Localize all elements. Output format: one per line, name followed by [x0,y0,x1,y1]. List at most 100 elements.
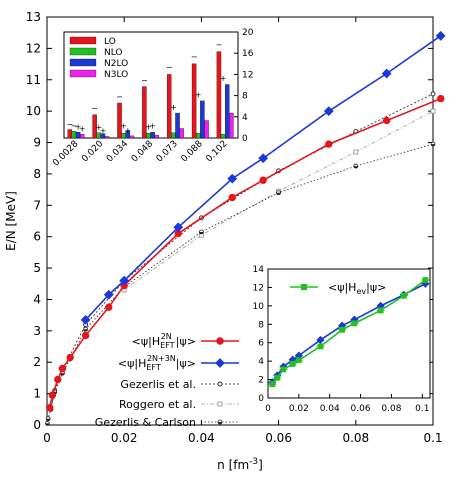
main-point-h3n [381,68,392,79]
main-x-tick-label: 0.1 [423,431,442,445]
main-legend-label-h3n: <ψ|HEFT2N+3N|ψ> [118,354,196,372]
main-point-gc-fill [60,373,65,376]
hev-x-tick-label: 0.02 [289,404,309,414]
bar-mark: + [145,123,152,132]
main-y-tick-label: 7 [33,198,41,212]
main-y-tick-label: 9 [33,136,41,150]
main-point-gc-fill [276,192,281,195]
main-legend-marker-h2n [216,337,224,345]
bar-y-tick-label: 0 [242,134,248,144]
main-legend-marker-h3n [215,358,225,368]
hev-legend-label: <ψ|Hev|ψ> [328,281,386,296]
main-point-h3n [227,173,238,184]
main-point-h2n [382,116,391,125]
main-point-roggero [353,149,359,155]
bar-mark: + [149,122,156,131]
hev-y-tick-label: 14 [253,265,265,275]
bar-LO [67,129,73,139]
main-point-h3n [103,289,114,300]
legend-sup: 2N+3N [147,354,176,363]
main-y-tick-label: 3 [33,324,41,338]
bar-LO [167,74,172,139]
main-legend-label-gezerlis: Gezerlis et al. [120,378,196,391]
main-plot-frame [46,16,434,426]
hev-point-hev [377,307,384,314]
main-point-gc-fill [199,231,204,234]
main-point-gc [198,229,204,235]
hev-point-hev [269,381,276,388]
main-x-tick-label: 0.06 [265,431,292,445]
bar-N2LO [225,84,230,139]
hev-point-hev [274,374,281,381]
bar-mark: + [100,126,107,135]
bar-NLO [220,134,226,139]
main-y-tick-label: 8 [33,167,41,181]
hev-x-tick-label: 0.06 [351,404,371,414]
hev-inset-legend: <ψ|Hev|ψ> [290,281,386,296]
bar-y-tick-label: 20 [242,28,254,38]
hev-point-hev [422,277,429,283]
main-point-h2n [259,176,267,184]
bar-mark: + [170,103,177,112]
bar-legend-label-LO: LO [104,37,116,47]
bar-N3LO [129,135,135,139]
main-x-tick-label: 0.08 [342,431,369,445]
main-point-h2n [437,94,445,103]
main-y-tick-label: 11 [26,73,41,87]
bar-legend-swatch-N2LO [69,58,97,67]
bar-y-tick-label: 12 [242,70,253,80]
bar-mark: + [95,123,102,132]
hev-point-hev [289,361,296,367]
main-point-h2n [105,303,113,312]
legend-post: |ψ> [176,357,196,370]
hev-y-tick-label: 6 [258,339,264,349]
hev-inset-frame [267,268,431,399]
bar-mark: − [66,120,73,129]
hev-y-tick-label: 12 [253,283,264,293]
bar-mark: + [79,125,86,134]
main-y-tick-label: 4 [33,292,41,306]
hev-x-tick-label: 0.04 [320,404,340,414]
main-point-gc [276,190,282,196]
main-legend-label-roggero: Roggero et al. [119,398,196,411]
hev-point-hev [280,366,287,373]
legend-pre: <ψ|H [118,357,146,370]
bar-N3LO [80,134,85,139]
hev-legend-marker [300,283,308,291]
main-point-gc-fill [431,144,435,147]
bar-legend-swatch-LO [69,36,97,45]
hev-y-tick-label: 2 [258,376,264,386]
hev-y-tick-label: 0 [258,394,264,404]
main-legend-marker-roggero [217,401,223,407]
hev-legend-post: |ψ> [366,281,386,294]
main-point-gc-fill [46,418,51,421]
bar-mark: − [191,53,198,62]
hev-inset-series-layer [268,277,430,388]
legend-sub: EFT [160,341,175,350]
bar-NLO [146,133,151,139]
main-point-gc [353,163,359,169]
main-point-h2n [58,364,67,373]
bar-mark: + [120,122,127,131]
hev-x-tick-label: 0.08 [381,404,401,414]
main-point-h3n [258,153,269,164]
bar-N2LO [150,132,155,139]
bar-LO [142,86,147,139]
hev-legend-pre: <ψ|H [328,281,356,294]
legend-post: |ψ> [176,335,196,348]
bar-y-tick-label: 8 [242,92,248,102]
hev-y-tick-label: 4 [258,357,264,367]
hev-y-tick-label: 8 [258,320,264,330]
bar-mark: + [195,90,202,99]
hev-point-hev [317,343,324,350]
main-series-layer [44,30,446,426]
main-x-tick-label: 0 [43,431,51,445]
main-y-tick-label: 13 [26,10,41,24]
hev-inset-chart: 0 0.02 0.04 0.06 0.08 0.1 0 2 4 6 8 10 12 14 <ψ|Hev|ψ… [253,265,431,414]
main-point-h2n [66,353,74,362]
main-legend-label-gc: Gezerlis & Carlson [95,416,196,429]
hev-point-hev [295,357,302,364]
bar-legend-label-NLO: NLO [104,48,123,58]
main-y-tick-label: 12 [26,41,41,55]
